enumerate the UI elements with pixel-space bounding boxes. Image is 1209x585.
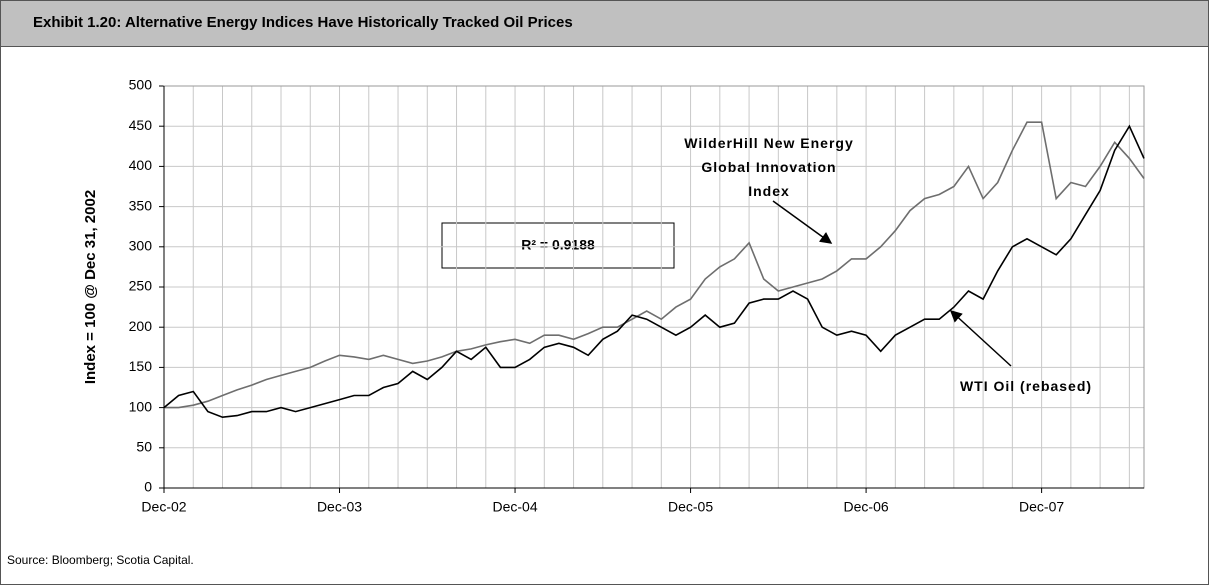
chart-title: Exhibit 1.20: Alternative Energy Indices…: [33, 14, 573, 31]
y-tick-label: 100: [129, 398, 153, 414]
r-squared-box: [441, 222, 675, 269]
x-tick-label: Dec-02: [141, 499, 186, 515]
wti-annotation: WTI Oil (rebased): [959, 378, 1093, 394]
x-tick-label: Dec-05: [668, 499, 713, 515]
x-tick-label: Dec-07: [1019, 499, 1064, 515]
y-tick-label: 300: [129, 238, 153, 254]
x-tick-label: Dec-06: [844, 499, 889, 515]
source-note: Source: Bloomberg; Scotia Capital.: [7, 553, 194, 567]
y-tick-label: 500: [129, 77, 153, 93]
y-tick-label: 200: [129, 318, 153, 334]
r-squared-label: R² = 0.9188: [521, 237, 595, 253]
arrow: [949, 309, 1012, 367]
y-tick-label: 450: [129, 117, 153, 133]
y-tick-label: 0: [144, 479, 152, 495]
series-line: [164, 121, 1145, 409]
y-tick-label: 150: [129, 358, 153, 374]
y-tick-label: 400: [129, 157, 153, 173]
y-tick-label: 50: [136, 439, 152, 455]
x-tick-label: Dec-03: [317, 499, 362, 515]
wilderhill-annotation: WilderHill New Energy Global Innovation …: [684, 135, 854, 199]
y-tick-label: 350: [129, 197, 153, 213]
x-tick-label: Dec-04: [492, 499, 537, 515]
header-bar: Exhibit 1.20: Alternative Energy Indices…: [1, 1, 1208, 47]
arrow: [772, 200, 833, 244]
y-tick-label: 250: [129, 278, 153, 294]
series-line: [163, 124, 1145, 419]
y-axis-label: Index = 100 @ Dec 31, 2002: [82, 190, 99, 384]
